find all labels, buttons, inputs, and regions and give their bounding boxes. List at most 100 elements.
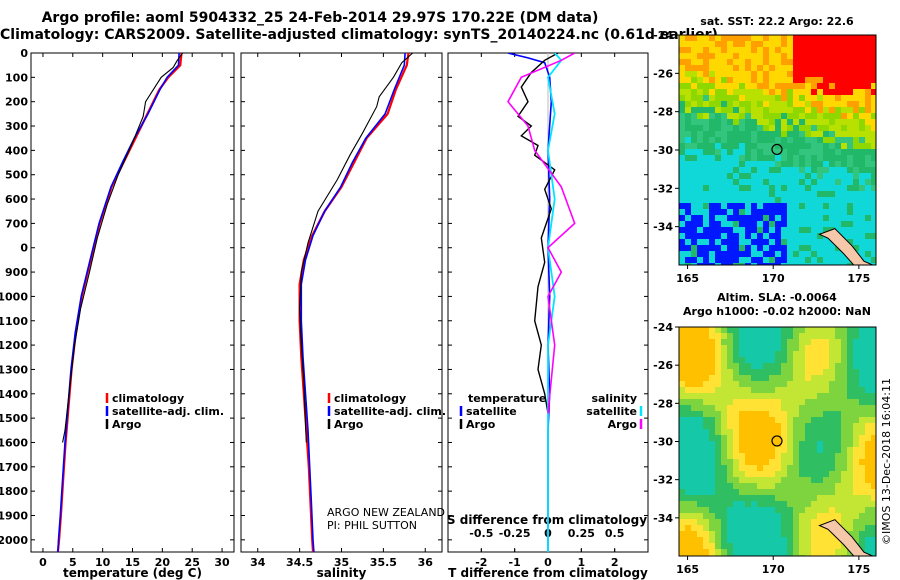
- sst-map-cell: [823, 227, 830, 234]
- sla-map-cell: [793, 405, 800, 412]
- sla-map-cell: [811, 543, 818, 550]
- sst-map-cell: [805, 167, 812, 174]
- sla-map-cell: [727, 387, 734, 394]
- sst-map-cell: [841, 131, 848, 138]
- sst-map-cell: [865, 179, 872, 186]
- sla-map-cell: [865, 351, 872, 358]
- sla-map-cell: [781, 531, 788, 538]
- sla-map-cell: [817, 375, 824, 382]
- sst-map-cell: [865, 227, 872, 234]
- sla-map-cell: [691, 531, 698, 538]
- sst-map-cell: [727, 215, 734, 222]
- sst-map-cell: [757, 155, 764, 162]
- sla-map-cell: [769, 363, 776, 370]
- sla-map-cell: [817, 441, 824, 448]
- sst-map-cell: [817, 251, 824, 258]
- sst-map-cell: [847, 233, 854, 240]
- sst-map-cell: [835, 101, 842, 108]
- sst-map-cell: [751, 41, 758, 48]
- sst-map-cell: [679, 203, 686, 210]
- sla-map-cell: [835, 381, 842, 388]
- sst-map-cell: [733, 59, 740, 66]
- sla-map-cell: [709, 519, 716, 526]
- sla-map-cell: [811, 327, 818, 334]
- sst-map-cell: [865, 53, 872, 60]
- sst-map-cell: [781, 101, 788, 108]
- sst-map-cell: [739, 209, 746, 216]
- sla-map-cell: [751, 417, 758, 424]
- temperature-climatology-line: [56, 53, 183, 552]
- sst-map-cell: [757, 77, 764, 84]
- sst-map-cell: [703, 41, 710, 48]
- sla-map-cell: [871, 423, 876, 430]
- sst-map-cell: [733, 53, 740, 60]
- sst-map-cell: [751, 215, 758, 222]
- sla-map-cell: [817, 465, 824, 472]
- sst-map-cell: [793, 119, 800, 126]
- salinity-xlabel: salinity: [317, 566, 367, 580]
- sla-map-cell: [841, 543, 848, 550]
- depth-tick-label: 200: [5, 96, 28, 109]
- difference-panel: -2 -1 0 1 2T difference from climatology-0.5…: [447, 52, 649, 580]
- sst-map-ytick-label: -24: [653, 29, 673, 42]
- sst-map-cell: [721, 167, 728, 174]
- sla-map-cell: [727, 495, 734, 502]
- sla-map-cell: [829, 357, 836, 364]
- sst-map-cell: [859, 155, 866, 162]
- sla-map-cell: [757, 327, 764, 334]
- sst-map-cell: [763, 83, 770, 90]
- sst-map-cell: [805, 107, 812, 114]
- sla-map-cell: [679, 513, 686, 520]
- sla-map-cell: [751, 495, 758, 502]
- sst-map-cell: [691, 227, 698, 234]
- sst-map-cell: [799, 83, 806, 90]
- sla-map-cell: [685, 519, 692, 526]
- sst-map-cell: [775, 155, 782, 162]
- sst-map-cell: [727, 245, 734, 252]
- sst-map-cell: [799, 215, 806, 222]
- sla-map-cell: [727, 525, 734, 532]
- sst-map-cell: [757, 65, 764, 72]
- sla-map-cell: [739, 513, 746, 520]
- sst-map-cell: [811, 143, 818, 150]
- sst-map-cell: [739, 185, 746, 192]
- sst-map-cell: [781, 191, 788, 198]
- sla-map-cell: [865, 363, 872, 370]
- sst-map-cell: [715, 209, 722, 216]
- sla-map-cell: [799, 471, 806, 478]
- sst-map-cell: [721, 35, 728, 42]
- sla-map-cell: [847, 369, 854, 376]
- sla-map-cell: [823, 345, 830, 352]
- sla-map-cell: [679, 363, 686, 370]
- legend-label: satellite-adj. clim.: [112, 405, 224, 418]
- sst-map-cell: [703, 209, 710, 216]
- sla-map-cell: [871, 477, 876, 484]
- sst-map-cell: [799, 113, 806, 120]
- sst-map-cell: [793, 149, 800, 156]
- sla-map-cell: [841, 513, 848, 520]
- sst-map-cell: [775, 161, 782, 168]
- sla-map-cell: [721, 477, 728, 484]
- sla-map-cell: [679, 333, 686, 340]
- sla-map-cell: [679, 549, 686, 556]
- sst-map-cell: [853, 131, 860, 138]
- sla-map-cell: [829, 477, 836, 484]
- sla-map-cell: [859, 471, 866, 478]
- sst-map-cell: [817, 101, 824, 108]
- sst-map-cell: [757, 197, 764, 204]
- sla-map-cell: [769, 537, 776, 544]
- sst-map-cell: [835, 131, 842, 138]
- sla-map-cell: [811, 441, 818, 448]
- sst-map-cell: [727, 35, 734, 42]
- sst-map-cell: [805, 149, 812, 156]
- sla-map-cell: [847, 327, 854, 334]
- sla-map-cell: [853, 423, 860, 430]
- sst-map-cell: [859, 83, 866, 90]
- sst-map-cell: [679, 83, 686, 90]
- sla-map-cell: [817, 345, 824, 352]
- sla-map-cell: [775, 357, 782, 364]
- sst-map-cell: [853, 47, 860, 54]
- sst-map-cell: [781, 221, 788, 228]
- sla-map-cell: [733, 399, 740, 406]
- sst-map-cell: [745, 179, 752, 186]
